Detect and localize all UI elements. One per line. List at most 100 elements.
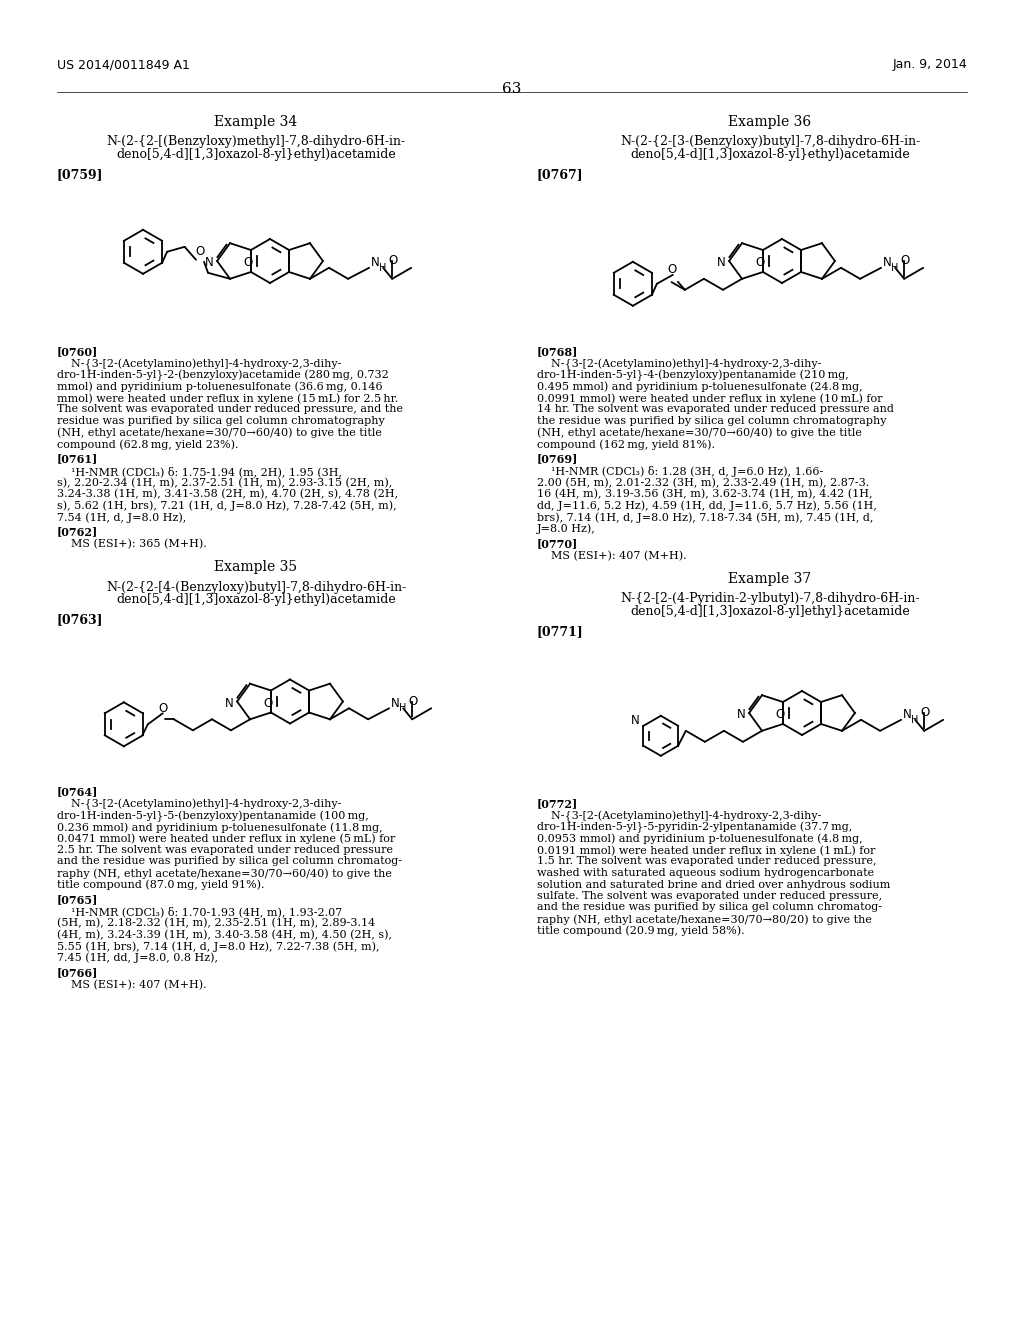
Text: N: N bbox=[224, 697, 233, 710]
Text: N: N bbox=[883, 256, 892, 269]
Text: O: O bbox=[900, 253, 909, 267]
Text: s), 5.62 (1H, brs), 7.21 (1H, d, J=8.0 Hz), 7.28-7.42 (5H, m),: s), 5.62 (1H, brs), 7.21 (1H, d, J=8.0 H… bbox=[57, 500, 396, 511]
Text: brs), 7.14 (1H, d, J=8.0 Hz), 7.18-7.34 (5H, m), 7.45 (1H, d,: brs), 7.14 (1H, d, J=8.0 Hz), 7.18-7.34 … bbox=[537, 512, 873, 523]
Text: 1.5 hr. The solvent was evaporated under reduced pressure,: 1.5 hr. The solvent was evaporated under… bbox=[537, 857, 877, 866]
Text: O: O bbox=[756, 256, 765, 269]
Text: H: H bbox=[399, 704, 407, 713]
Text: dro-1H-inden-5-yl}-2-(benzyloxy)acetamide (280 mg, 0.732: dro-1H-inden-5-yl}-2-(benzyloxy)acetamid… bbox=[57, 370, 389, 381]
Text: Jan. 9, 2014: Jan. 9, 2014 bbox=[892, 58, 967, 71]
Text: deno[5,4-d][1,3]oxazol-8-yl}ethyl)acetamide: deno[5,4-d][1,3]oxazol-8-yl}ethyl)acetam… bbox=[630, 148, 910, 161]
Text: 5.55 (1H, brs), 7.14 (1H, d, J=8.0 Hz), 7.22-7.38 (5H, m),: 5.55 (1H, brs), 7.14 (1H, d, J=8.0 Hz), … bbox=[57, 941, 380, 952]
Text: washed with saturated aqueous sodium hydrogencarbonate: washed with saturated aqueous sodium hyd… bbox=[537, 869, 874, 878]
Text: 14 hr. The solvent was evaporated under reduced pressure and: 14 hr. The solvent was evaporated under … bbox=[537, 404, 894, 414]
Text: N-(2-{2-[4-(Benzyloxy)butyl]-7,8-dihydro-6H-in-: N-(2-{2-[4-(Benzyloxy)butyl]-7,8-dihydro… bbox=[105, 581, 407, 594]
Text: [0759]: [0759] bbox=[57, 168, 103, 181]
Text: 7.54 (1H, d, J=8.0 Hz),: 7.54 (1H, d, J=8.0 Hz), bbox=[57, 512, 186, 523]
Text: 2.00 (5H, m), 2.01-2.32 (3H, m), 2.33-2.49 (1H, m), 2.87-3.: 2.00 (5H, m), 2.01-2.32 (3H, m), 2.33-2.… bbox=[537, 478, 869, 488]
Text: [0766]: [0766] bbox=[57, 968, 98, 978]
Text: [0768]: [0768] bbox=[537, 346, 579, 356]
Text: ¹H-NMR (CDCl₃) δ: 1.75-1.94 (m, 2H), 1.95 (3H,: ¹H-NMR (CDCl₃) δ: 1.75-1.94 (m, 2H), 1.9… bbox=[57, 466, 342, 477]
Text: O: O bbox=[158, 702, 168, 715]
Text: J=8.0 Hz),: J=8.0 Hz), bbox=[537, 524, 596, 535]
Text: s), 2.20-2.34 (1H, m), 2.37-2.51 (1H, m), 2.93-3.15 (2H, m),: s), 2.20-2.34 (1H, m), 2.37-2.51 (1H, m)… bbox=[57, 478, 392, 488]
Text: [0761]: [0761] bbox=[57, 454, 98, 465]
Text: (4H, m), 3.24-3.39 (1H, m), 3.40-3.58 (4H, m), 4.50 (2H, s),: (4H, m), 3.24-3.39 (1H, m), 3.40-3.58 (4… bbox=[57, 929, 392, 940]
Text: Example 36: Example 36 bbox=[728, 115, 812, 129]
Text: H: H bbox=[379, 263, 386, 273]
Text: dd, J=11.6, 5.2 Hz), 4.59 (1H, dd, J=11.6, 5.7 Hz), 5.56 (1H,: dd, J=11.6, 5.2 Hz), 4.59 (1H, dd, J=11.… bbox=[537, 500, 877, 511]
Text: The solvent was evaporated under reduced pressure, and the: The solvent was evaporated under reduced… bbox=[57, 404, 403, 414]
Text: mmol) were heated under reflux in xylene (15 mL) for 2.5 hr.: mmol) were heated under reflux in xylene… bbox=[57, 393, 398, 404]
Text: O: O bbox=[263, 697, 272, 710]
Text: 0.0991 mmol) were heated under reflux in xylene (10 mL) for: 0.0991 mmol) were heated under reflux in… bbox=[537, 393, 883, 404]
Text: N-{3-[2-(Acetylamino)ethyl]-4-hydroxy-2,3-dihy-: N-{3-[2-(Acetylamino)ethyl]-4-hydroxy-2,… bbox=[537, 810, 821, 822]
Text: deno[5,4-d][1,3]oxazol-8-yl]ethyl}acetamide: deno[5,4-d][1,3]oxazol-8-yl]ethyl}acetam… bbox=[630, 605, 910, 618]
Text: N: N bbox=[391, 697, 400, 710]
Text: dro-1H-inden-5-yl}-4-(benzyloxy)pentanamide (210 mg,: dro-1H-inden-5-yl}-4-(benzyloxy)pentanam… bbox=[537, 370, 849, 381]
Text: Example 35: Example 35 bbox=[214, 561, 298, 574]
Text: N-{3-[2-(Acetylamino)ethyl]-4-hydroxy-2,3-dihy-: N-{3-[2-(Acetylamino)ethyl]-4-hydroxy-2,… bbox=[57, 359, 341, 370]
Text: N: N bbox=[205, 256, 213, 269]
Text: [0762]: [0762] bbox=[57, 527, 98, 537]
Text: H: H bbox=[911, 715, 919, 725]
Text: dro-1H-inden-5-yl}-5-(benzyloxy)pentanamide (100 mg,: dro-1H-inden-5-yl}-5-(benzyloxy)pentanam… bbox=[57, 810, 369, 822]
Text: deno[5,4-d][1,3]oxazol-8-yl}ethyl)acetamide: deno[5,4-d][1,3]oxazol-8-yl}ethyl)acetam… bbox=[116, 148, 396, 161]
Text: [0760]: [0760] bbox=[57, 346, 98, 356]
Text: N-(2-{2-[3-(Benzyloxy)butyl]-7,8-dihydro-6H-in-: N-(2-{2-[3-(Benzyloxy)butyl]-7,8-dihydro… bbox=[620, 135, 921, 148]
Text: 16 (4H, m), 3.19-3.56 (3H, m), 3.62-3.74 (1H, m), 4.42 (1H,: 16 (4H, m), 3.19-3.56 (3H, m), 3.62-3.74… bbox=[537, 488, 872, 499]
Text: N: N bbox=[717, 256, 725, 269]
Text: [0763]: [0763] bbox=[57, 614, 103, 627]
Text: 0.0471 mmol) were heated under reflux in xylene (5 mL) for: 0.0471 mmol) were heated under reflux in… bbox=[57, 833, 395, 843]
Text: and the residue was purified by silica gel column chromatog-: and the residue was purified by silica g… bbox=[57, 857, 402, 866]
Text: O: O bbox=[409, 694, 418, 708]
Text: mmol) and pyridinium p-toluenesulfonate (36.6 mg, 0.146: mmol) and pyridinium p-toluenesulfonate … bbox=[57, 381, 383, 392]
Text: [0765]: [0765] bbox=[57, 894, 98, 906]
Text: title compound (20.9 mg, yield 58%).: title compound (20.9 mg, yield 58%). bbox=[537, 925, 744, 936]
Text: 63: 63 bbox=[503, 82, 521, 96]
Text: N: N bbox=[631, 714, 640, 727]
Text: deno[5,4-d][1,3]oxazol-8-yl}ethyl)acetamide: deno[5,4-d][1,3]oxazol-8-yl}ethyl)acetam… bbox=[116, 594, 396, 606]
Text: solution and saturated brine and dried over anhydrous sodium: solution and saturated brine and dried o… bbox=[537, 879, 891, 890]
Text: the residue was purified by silica gel column chromatography: the residue was purified by silica gel c… bbox=[537, 416, 887, 426]
Text: MS (ESI+): 365 (M+H).: MS (ESI+): 365 (M+H). bbox=[57, 539, 207, 549]
Text: [0769]: [0769] bbox=[537, 454, 579, 465]
Text: 0.495 mmol) and pyridinium p-toluenesulfonate (24.8 mg,: 0.495 mmol) and pyridinium p-toluenesulf… bbox=[537, 381, 862, 392]
Text: title compound (87.0 mg, yield 91%).: title compound (87.0 mg, yield 91%). bbox=[57, 879, 264, 890]
Text: 0.0953 mmol) and pyridinium p-toluenesulfonate (4.8 mg,: 0.0953 mmol) and pyridinium p-toluenesul… bbox=[537, 833, 862, 843]
Text: O: O bbox=[775, 709, 784, 722]
Text: MS (ESI+): 407 (M+H).: MS (ESI+): 407 (M+H). bbox=[537, 550, 687, 561]
Text: O: O bbox=[668, 263, 677, 276]
Text: Example 34: Example 34 bbox=[214, 115, 298, 129]
Text: N-{3-[2-(Acetylamino)ethyl]-4-hydroxy-2,3-dihy-: N-{3-[2-(Acetylamino)ethyl]-4-hydroxy-2,… bbox=[57, 799, 341, 810]
Text: O: O bbox=[196, 246, 205, 259]
Text: N: N bbox=[736, 709, 745, 722]
Text: N: N bbox=[371, 256, 380, 269]
Text: raphy (NH, ethyl acetate/hexane=30/70→60/40) to give the: raphy (NH, ethyl acetate/hexane=30/70→60… bbox=[57, 869, 392, 879]
Text: N-{2-[2-(4-Pyridin-2-ylbutyl)-7,8-dihydro-6H-in-: N-{2-[2-(4-Pyridin-2-ylbutyl)-7,8-dihydr… bbox=[621, 591, 920, 605]
Text: [0772]: [0772] bbox=[537, 799, 579, 809]
Text: ¹H-NMR (CDCl₃) δ: 1.28 (3H, d, J=6.0 Hz), 1.66-: ¹H-NMR (CDCl₃) δ: 1.28 (3H, d, J=6.0 Hz)… bbox=[537, 466, 823, 477]
Text: (NH, ethyl acetate/hexane=30/70→60/40) to give the title: (NH, ethyl acetate/hexane=30/70→60/40) t… bbox=[537, 428, 862, 438]
Text: N-(2-{2-[(Benzyloxy)methyl]-7,8-dihydro-6H-in-: N-(2-{2-[(Benzyloxy)methyl]-7,8-dihydro-… bbox=[106, 135, 406, 148]
Text: 3.24-3.38 (1H, m), 3.41-3.58 (2H, m), 4.70 (2H, s), 4.78 (2H,: 3.24-3.38 (1H, m), 3.41-3.58 (2H, m), 4.… bbox=[57, 488, 398, 499]
Text: 0.236 mmol) and pyridinium p-toluenesulfonate (11.8 mg,: 0.236 mmol) and pyridinium p-toluenesulf… bbox=[57, 822, 383, 833]
Text: N: N bbox=[903, 709, 912, 721]
Text: 0.0191 mmol) were heated under reflux in xylene (1 mL) for: 0.0191 mmol) were heated under reflux in… bbox=[537, 845, 876, 855]
Text: O: O bbox=[921, 706, 930, 719]
Text: compound (62.8 mg, yield 23%).: compound (62.8 mg, yield 23%). bbox=[57, 440, 239, 450]
Text: [0764]: [0764] bbox=[57, 787, 98, 797]
Text: [0770]: [0770] bbox=[537, 539, 579, 549]
Text: Example 37: Example 37 bbox=[728, 572, 812, 586]
Text: raphy (NH, ethyl acetate/hexane=30/70→80/20) to give the: raphy (NH, ethyl acetate/hexane=30/70→80… bbox=[537, 913, 871, 924]
Text: [0767]: [0767] bbox=[537, 168, 584, 181]
Text: (5H, m), 2.18-2.32 (1H, m), 2.35-2.51 (1H, m), 2.89-3.14: (5H, m), 2.18-2.32 (1H, m), 2.35-2.51 (1… bbox=[57, 917, 375, 928]
Text: sulfate. The solvent was evaporated under reduced pressure,: sulfate. The solvent was evaporated unde… bbox=[537, 891, 882, 902]
Text: ¹H-NMR (CDCl₃) δ: 1.70-1.93 (4H, m), 1.93-2.07: ¹H-NMR (CDCl₃) δ: 1.70-1.93 (4H, m), 1.9… bbox=[57, 907, 342, 917]
Text: O: O bbox=[388, 253, 397, 267]
Text: US 2014/0011849 A1: US 2014/0011849 A1 bbox=[57, 58, 189, 71]
Text: O: O bbox=[244, 256, 253, 269]
Text: [0771]: [0771] bbox=[537, 624, 584, 638]
Text: 7.45 (1H, dd, J=8.0, 0.8 Hz),: 7.45 (1H, dd, J=8.0, 0.8 Hz), bbox=[57, 953, 218, 964]
Text: dro-1H-inden-5-yl}-5-pyridin-2-ylpentanamide (37.7 mg,: dro-1H-inden-5-yl}-5-pyridin-2-ylpentana… bbox=[537, 822, 852, 833]
Text: and the residue was purified by silica gel column chromatog-: and the residue was purified by silica g… bbox=[537, 903, 882, 912]
